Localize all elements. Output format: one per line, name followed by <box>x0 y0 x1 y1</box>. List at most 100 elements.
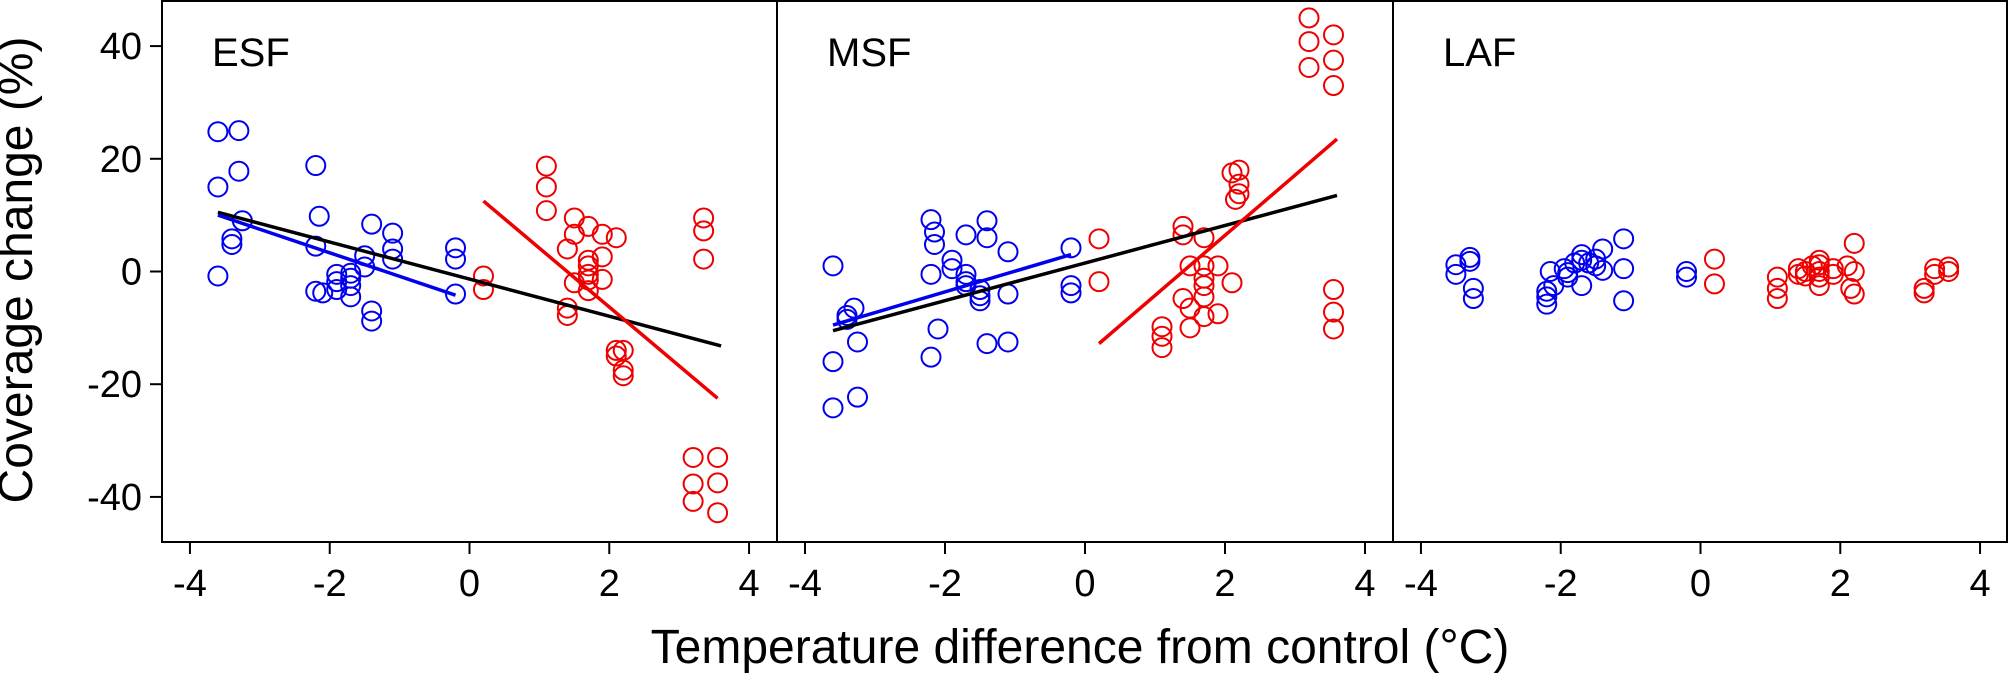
red-point <box>1323 75 1344 97</box>
red-point <box>1843 232 1865 254</box>
red-point <box>693 207 715 229</box>
x-axis-title: Temperature difference from control (°C) <box>651 621 1510 673</box>
y-axis-title: Coverage change (%) <box>0 37 43 504</box>
data-layer <box>207 7 1960 524</box>
blue-point <box>976 227 998 249</box>
red-point <box>1193 286 1215 308</box>
blue-point <box>1462 288 1484 310</box>
x-tick-label: -2 <box>928 563 962 605</box>
blue-point <box>361 213 383 235</box>
x-tick-label: 0 <box>1074 563 1095 605</box>
y-tick-label: 40 <box>100 26 142 68</box>
red-point <box>535 176 557 198</box>
panel-label-laf: LAF <box>1443 31 1516 75</box>
y-tick-label: -40 <box>87 477 142 519</box>
red-point <box>682 473 704 495</box>
blue-point <box>1592 259 1614 281</box>
blue-point <box>1539 261 1561 282</box>
blue-point <box>969 285 991 307</box>
red-point <box>707 446 729 468</box>
red-point <box>1151 316 1173 338</box>
red-point <box>605 227 627 249</box>
red-point <box>612 359 634 381</box>
red-point <box>1938 261 1960 282</box>
red-point <box>472 279 494 301</box>
red-point <box>1228 173 1250 195</box>
blue-point <box>847 386 868 408</box>
red-point <box>1924 258 1946 280</box>
red-point <box>535 200 557 222</box>
red-point <box>1221 272 1243 294</box>
blue-point <box>920 209 942 231</box>
red-point <box>1913 277 1935 299</box>
red-point <box>1703 248 1725 270</box>
panel-label-esf: ESF <box>212 31 290 75</box>
blue-point <box>1676 261 1698 282</box>
blue-point <box>1445 263 1467 285</box>
blue-point <box>822 397 844 419</box>
red-point <box>577 280 599 302</box>
red-point <box>591 223 613 245</box>
red-point <box>1193 275 1215 297</box>
blue-point <box>361 300 383 322</box>
x-tick-label: -4 <box>173 563 207 605</box>
blue-point <box>1592 238 1614 260</box>
x-tick-label: -2 <box>313 563 347 605</box>
red-point <box>1913 282 1935 304</box>
red-point <box>1193 227 1215 249</box>
red-point <box>1801 255 1823 277</box>
red-point <box>535 155 557 177</box>
blue-point <box>976 333 998 355</box>
blue-point <box>920 263 942 285</box>
red-point <box>1193 306 1215 328</box>
y-tick-label: 0 <box>121 252 142 294</box>
red-point <box>1766 266 1788 288</box>
blue-point <box>445 248 467 270</box>
x-tick-label: 4 <box>738 563 759 605</box>
panel-label-msf: MSF <box>827 31 911 75</box>
red-point <box>1840 277 1862 299</box>
blue-point <box>1613 258 1635 280</box>
red-point <box>1808 275 1830 297</box>
black-regression-line <box>832 193 1338 333</box>
blue-point <box>976 210 998 232</box>
red-point <box>1172 215 1194 237</box>
red-point <box>556 238 578 260</box>
blue-point <box>941 249 963 271</box>
red-point <box>1843 283 1865 305</box>
blue-point <box>1676 266 1698 288</box>
x-tick-label: 2 <box>1214 563 1235 605</box>
red-point <box>577 215 599 237</box>
blue-point <box>822 351 844 373</box>
blue-point <box>207 176 229 198</box>
blue-point <box>221 228 243 250</box>
red-point <box>682 490 704 512</box>
blue-point <box>927 318 949 340</box>
red-regression-line <box>1097 137 1339 345</box>
red-point <box>1822 258 1844 280</box>
red-point <box>1225 188 1246 210</box>
y-tick-label: -20 <box>87 364 142 406</box>
blue-point <box>305 155 327 177</box>
blue-point <box>326 263 348 285</box>
blue-point <box>1536 280 1558 302</box>
blue-point <box>1613 228 1635 250</box>
red-regression-line <box>482 199 719 400</box>
red-point <box>1228 159 1250 181</box>
red-point <box>1179 317 1201 339</box>
x-tick-label: 2 <box>1830 563 1851 605</box>
red-point <box>472 265 494 287</box>
red-point <box>682 446 704 468</box>
red-point <box>1298 56 1320 78</box>
blue-point <box>1536 293 1558 315</box>
red-point <box>605 339 627 361</box>
blue-point <box>207 121 229 143</box>
red-point <box>1207 255 1229 277</box>
red-point <box>693 248 715 270</box>
y-tick-label: 20 <box>100 139 142 181</box>
x-tick-label: 0 <box>459 563 480 605</box>
blue-point <box>1060 282 1082 304</box>
blue-point <box>941 258 963 280</box>
